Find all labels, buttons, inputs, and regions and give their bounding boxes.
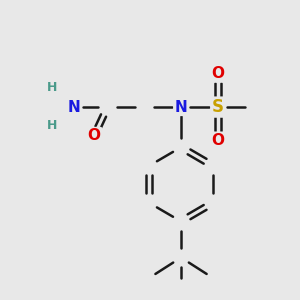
Text: S: S: [212, 98, 224, 116]
Text: H: H: [47, 80, 57, 94]
Text: H: H: [47, 118, 57, 132]
Text: O: O: [211, 66, 224, 81]
Text: N: N: [175, 100, 188, 115]
Text: N: N: [68, 100, 80, 115]
Text: O: O: [211, 133, 224, 148]
Text: O: O: [88, 128, 100, 143]
